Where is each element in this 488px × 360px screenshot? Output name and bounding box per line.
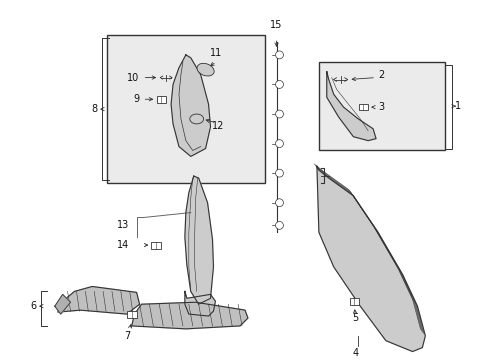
Bar [358, 104, 367, 110]
Circle shape [275, 51, 283, 59]
Polygon shape [316, 166, 425, 351]
Ellipse shape [197, 63, 214, 76]
Circle shape [275, 199, 283, 207]
Bar [107, 35, 264, 183]
Text: 8: 8 [91, 104, 97, 114]
Circle shape [275, 221, 283, 229]
Text: 14: 14 [117, 240, 129, 250]
Bar [151, 242, 161, 248]
Text: 3: 3 [377, 102, 384, 112]
Text: 6: 6 [30, 301, 36, 311]
Text: 13: 13 [117, 220, 129, 230]
Text: 12: 12 [212, 121, 224, 131]
Polygon shape [58, 287, 139, 314]
Text: 1: 1 [454, 101, 460, 111]
Polygon shape [326, 72, 375, 141]
Polygon shape [184, 291, 215, 316]
Text: 10: 10 [127, 73, 139, 82]
Text: 11: 11 [210, 48, 222, 58]
Text: 4: 4 [351, 348, 358, 357]
Circle shape [275, 140, 283, 148]
Circle shape [275, 110, 283, 118]
Text: 5: 5 [351, 313, 358, 323]
Text: 2: 2 [377, 69, 384, 80]
Polygon shape [131, 302, 247, 329]
Text: 9: 9 [133, 94, 139, 104]
Text: 7: 7 [123, 331, 130, 341]
Bar [318, 62, 444, 150]
Ellipse shape [189, 114, 203, 124]
Circle shape [275, 81, 283, 89]
Circle shape [275, 169, 283, 177]
Bar [349, 298, 358, 305]
Text: 15: 15 [270, 20, 282, 30]
Polygon shape [184, 176, 213, 304]
Bar [157, 96, 165, 103]
Polygon shape [55, 294, 70, 314]
Bar [126, 311, 136, 318]
Polygon shape [171, 55, 210, 156]
